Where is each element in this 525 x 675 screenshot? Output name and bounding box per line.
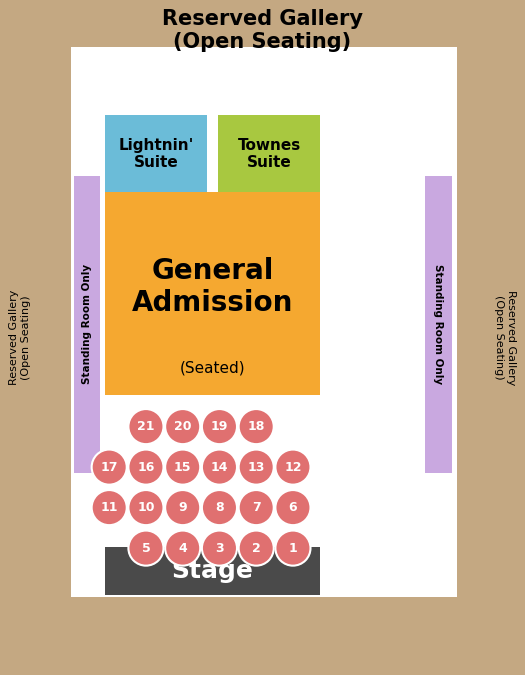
Text: 14: 14 — [211, 460, 228, 474]
Ellipse shape — [276, 531, 310, 566]
Text: Reserved Gallery
(Open Seating): Reserved Gallery (Open Seating) — [9, 290, 31, 385]
Ellipse shape — [202, 531, 237, 566]
Text: Reserved Gallery
(Open Seating): Reserved Gallery (Open Seating) — [162, 9, 363, 52]
Text: 12: 12 — [284, 460, 302, 474]
Text: 13: 13 — [247, 460, 265, 474]
Ellipse shape — [92, 450, 127, 485]
Ellipse shape — [165, 531, 200, 566]
Text: 17: 17 — [100, 460, 118, 474]
Text: 19: 19 — [211, 420, 228, 433]
FancyBboxPatch shape — [218, 115, 320, 192]
Text: 20: 20 — [174, 420, 192, 433]
Ellipse shape — [129, 409, 163, 444]
FancyBboxPatch shape — [105, 547, 320, 595]
Ellipse shape — [276, 450, 310, 485]
Text: 2: 2 — [252, 541, 260, 555]
Text: 18: 18 — [247, 420, 265, 433]
Text: Lightnin'
Suite: Lightnin' Suite — [119, 138, 194, 170]
Text: Reserved Gallery
(Open Seating): Reserved Gallery (Open Seating) — [494, 290, 516, 385]
Text: General
Admission: General Admission — [132, 256, 293, 317]
FancyBboxPatch shape — [71, 47, 457, 597]
Ellipse shape — [129, 490, 163, 525]
Ellipse shape — [276, 490, 310, 525]
Ellipse shape — [202, 490, 237, 525]
Ellipse shape — [129, 531, 163, 566]
Text: 5: 5 — [142, 541, 150, 555]
Ellipse shape — [202, 450, 237, 485]
FancyBboxPatch shape — [105, 115, 207, 192]
Text: 3: 3 — [215, 541, 224, 555]
Text: 8: 8 — [215, 501, 224, 514]
Ellipse shape — [165, 409, 200, 444]
Text: 11: 11 — [100, 501, 118, 514]
Ellipse shape — [165, 490, 200, 525]
Ellipse shape — [239, 409, 274, 444]
Text: Standing Room Only: Standing Room Only — [433, 264, 444, 384]
Text: 16: 16 — [137, 460, 155, 474]
Text: 6: 6 — [289, 501, 297, 514]
Ellipse shape — [202, 409, 237, 444]
Text: Standing Room Only: Standing Room Only — [81, 264, 92, 384]
Ellipse shape — [165, 450, 200, 485]
Ellipse shape — [239, 450, 274, 485]
FancyBboxPatch shape — [105, 192, 320, 395]
Text: Townes
Suite: Townes Suite — [237, 138, 301, 170]
Ellipse shape — [239, 531, 274, 566]
Ellipse shape — [92, 490, 127, 525]
Text: 7: 7 — [252, 501, 260, 514]
Text: 1: 1 — [289, 541, 297, 555]
Text: 10: 10 — [137, 501, 155, 514]
Text: 4: 4 — [178, 541, 187, 555]
Text: 9: 9 — [178, 501, 187, 514]
FancyBboxPatch shape — [425, 176, 451, 472]
FancyBboxPatch shape — [74, 176, 100, 472]
Text: (Seated): (Seated) — [180, 360, 246, 375]
Text: Stage: Stage — [172, 559, 254, 583]
Text: 15: 15 — [174, 460, 192, 474]
Text: 21: 21 — [137, 420, 155, 433]
Ellipse shape — [129, 450, 163, 485]
Ellipse shape — [239, 490, 274, 525]
